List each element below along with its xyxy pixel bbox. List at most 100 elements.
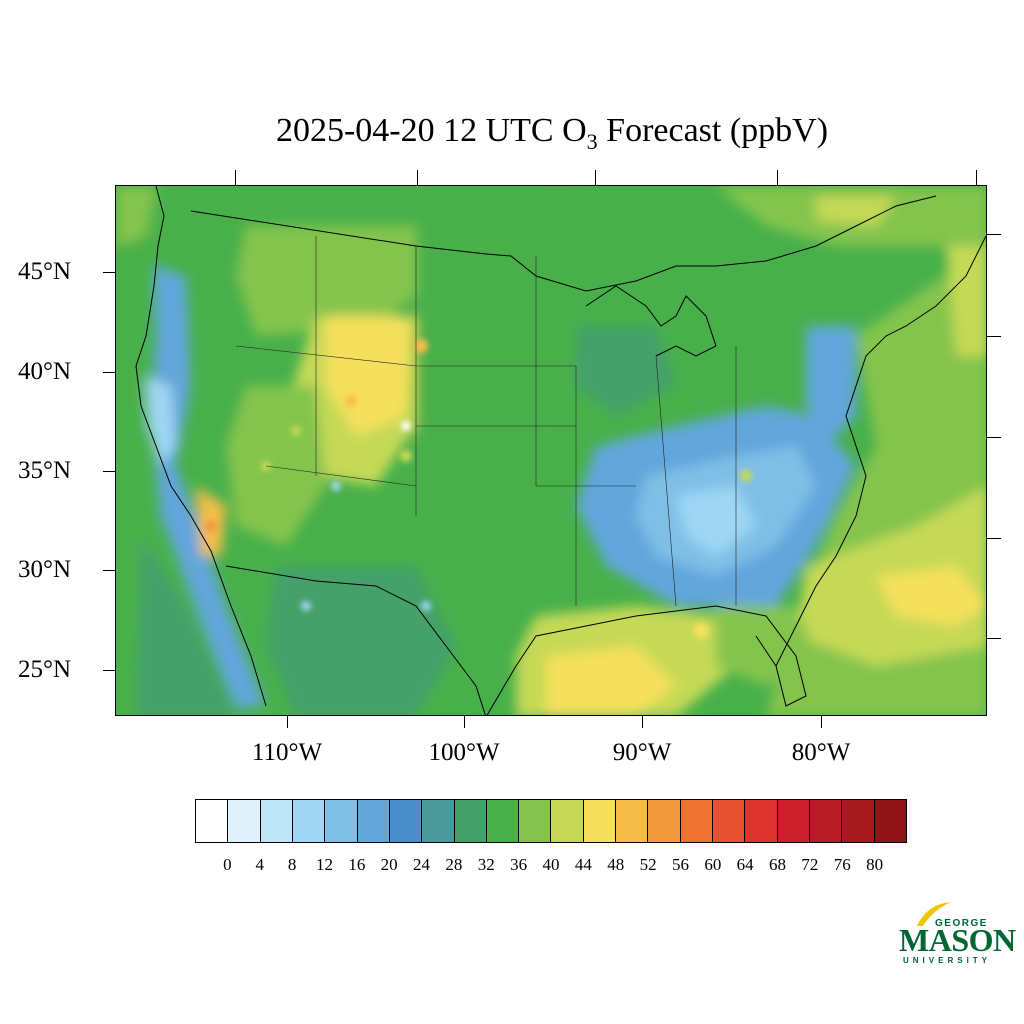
colorbar-tick-label: 24 bbox=[413, 855, 431, 874]
atlantic-high-patch bbox=[876, 566, 986, 626]
pacific-south bbox=[136, 536, 236, 715]
lon-label-100: 100°W bbox=[428, 739, 500, 766]
colorbar-swatch bbox=[680, 800, 713, 842]
tick-bottom-90 bbox=[642, 716, 643, 728]
colorbar-tick-label: 56 bbox=[671, 855, 689, 874]
tick-top-2 bbox=[417, 170, 418, 185]
colorbar-tick-label: 0 bbox=[223, 855, 232, 874]
colorbar-swatch bbox=[389, 800, 423, 842]
boundary-lines bbox=[135, 186, 986, 715]
colorbar-swatch bbox=[874, 800, 906, 842]
great-lakes-mid bbox=[576, 326, 676, 416]
pacific-north bbox=[116, 186, 156, 246]
colorbar-tick-label: 48 bbox=[607, 855, 625, 874]
colorbar-swatch bbox=[713, 800, 746, 842]
terrain-speckle bbox=[205, 339, 752, 639]
colorbar bbox=[195, 799, 907, 843]
tick-right-5 bbox=[987, 638, 1001, 639]
colorbar-swatch bbox=[809, 800, 843, 842]
lat-label-35: 35°N bbox=[18, 457, 72, 484]
colorbar-tick-label: 20 bbox=[380, 855, 398, 874]
lat-label-40: 40°N bbox=[18, 358, 72, 385]
colorbar-swatch bbox=[357, 800, 390, 842]
chart-title: 2025-04-20 12 UTC O3 Forecast (ppbV) bbox=[0, 108, 1024, 165]
colorbar-swatch bbox=[519, 800, 552, 842]
tick-left-45 bbox=[103, 272, 115, 273]
california-lowest bbox=[146, 376, 176, 466]
tick-top-1 bbox=[235, 170, 236, 185]
pacific-coastline bbox=[135, 186, 267, 707]
lat-label-25: 25°N bbox=[18, 656, 72, 683]
colorbar-swatch bbox=[486, 800, 520, 842]
colorbar-tick-label: 8 bbox=[287, 855, 297, 874]
tick-top-3 bbox=[595, 170, 596, 185]
tick-bottom-110 bbox=[287, 716, 288, 728]
logo-swoosh-icon bbox=[917, 902, 951, 926]
tick-right-4 bbox=[987, 538, 1001, 539]
title-prefix: 2025-04-20 12 UTC O bbox=[275, 112, 587, 149]
map-canvas bbox=[116, 186, 986, 715]
tick-top-4 bbox=[777, 170, 778, 185]
tick-left-40 bbox=[103, 372, 115, 373]
tick-bottom-100 bbox=[464, 716, 465, 728]
colorbar-tick-label: 60 bbox=[704, 855, 722, 874]
colorbar-swatch bbox=[648, 800, 681, 842]
colorbar-swatch bbox=[842, 800, 875, 842]
colorbar-swatch bbox=[551, 800, 584, 842]
colorbar-swatch bbox=[454, 800, 487, 842]
colorbar-swatch bbox=[583, 800, 617, 842]
logo-university-text: UNIVERSITY bbox=[903, 956, 992, 965]
lon-label-110: 110°W bbox=[251, 739, 323, 766]
george-mason-logo: GEORGE MASON UNIVERSITY bbox=[895, 898, 1016, 968]
colorbar-tick-label: 44 bbox=[574, 855, 592, 874]
atlantic-coastline bbox=[775, 235, 986, 667]
great-basin-mid bbox=[226, 386, 326, 546]
gulf-coastline bbox=[486, 605, 807, 715]
colorado-high bbox=[326, 316, 411, 436]
colorbar-tick-label: 16 bbox=[348, 855, 366, 874]
mexico-border bbox=[225, 565, 486, 715]
tick-bottom-80 bbox=[821, 716, 822, 728]
tick-top-5 bbox=[976, 170, 977, 185]
lat-label-30: 30°N bbox=[18, 556, 72, 583]
colorbar-swatch bbox=[422, 800, 455, 842]
lat-label-45: 45°N bbox=[18, 258, 72, 285]
colorbar-tick-label: 52 bbox=[639, 855, 657, 874]
colorbar-tick-label: 68 bbox=[769, 855, 787, 874]
ozone-map bbox=[115, 185, 987, 716]
southwest-mid bbox=[266, 566, 456, 715]
gulf-east-mid bbox=[716, 606, 816, 686]
logo-mason-text: MASON bbox=[899, 922, 1016, 958]
colorbar-swatch bbox=[745, 800, 778, 842]
colorbar-tick-label: 76 bbox=[833, 855, 851, 874]
colorbar-tick-label: 72 bbox=[801, 855, 819, 874]
logo-george-text: GEORGE bbox=[935, 918, 988, 929]
colorbar-tick-label: 80 bbox=[866, 855, 884, 874]
title-subscript: 3 bbox=[586, 129, 598, 154]
tick-left-25 bbox=[103, 670, 115, 671]
lon-label-90: 90°W bbox=[612, 739, 672, 766]
colorbar-swatch bbox=[228, 800, 261, 842]
colorbar-swatch bbox=[196, 800, 229, 842]
canada-elevated bbox=[816, 196, 896, 226]
colorbar-tick-label: 40 bbox=[542, 855, 560, 874]
northern-border bbox=[190, 195, 937, 292]
tick-left-30 bbox=[103, 570, 115, 571]
colorbar-swatch bbox=[777, 800, 810, 842]
tick-right-2 bbox=[987, 336, 1001, 337]
colorbar-tick-label: 36 bbox=[510, 855, 528, 874]
colorbar-swatch bbox=[325, 800, 358, 842]
gulf-high bbox=[546, 646, 676, 715]
tick-right-1 bbox=[987, 234, 1001, 235]
colorbar-tick-label: 64 bbox=[736, 855, 754, 874]
lon-label-80: 80°W bbox=[791, 739, 851, 766]
mid-atlantic-low bbox=[806, 326, 856, 446]
tick-right-3 bbox=[987, 437, 1001, 438]
title-suffix: Forecast (ppbV) bbox=[597, 112, 829, 149]
great-lakes-outline bbox=[585, 285, 717, 357]
colorbar-swatch bbox=[616, 800, 649, 842]
new-england-elevated bbox=[946, 226, 986, 356]
colorbar-swatch bbox=[292, 800, 326, 842]
tick-left-35 bbox=[103, 471, 115, 472]
colorbar-tick-label: 12 bbox=[315, 855, 333, 874]
